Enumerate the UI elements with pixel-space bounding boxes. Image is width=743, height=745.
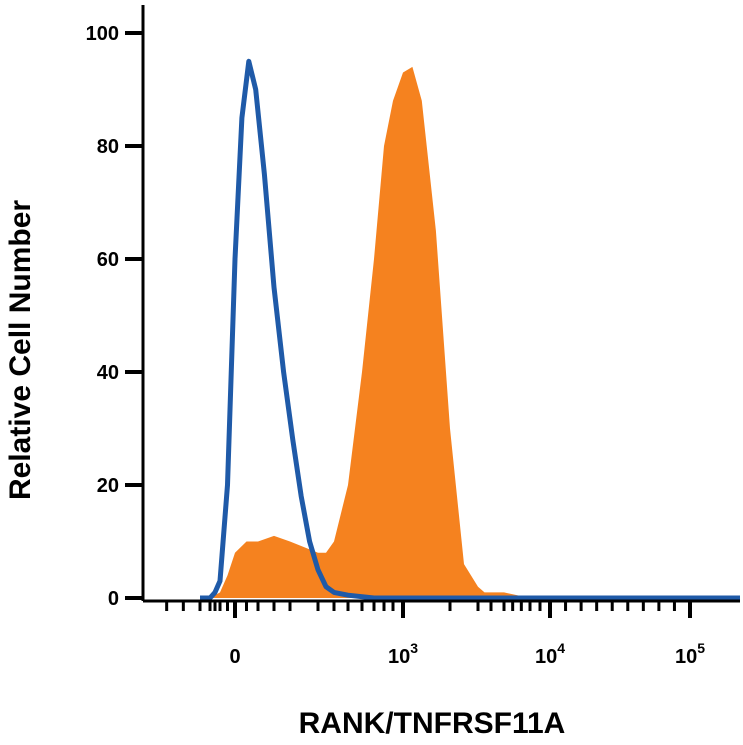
series-filled-histogram: [210, 66, 530, 598]
y-tick-label: 100: [86, 23, 119, 45]
x-tick-label: 105: [675, 640, 705, 668]
y-tick-label: 80: [97, 136, 119, 158]
x-axis-title: RANK/TNFRSF11A: [299, 707, 566, 740]
axis-layer: 0 20 40 60 80 100 0 103 104 105: [86, 5, 740, 668]
y-tick-label: 60: [97, 249, 119, 271]
series-outline-histogram: [200, 58, 740, 601]
y-tick-label: 40: [97, 362, 119, 384]
y-axis-title: Relative Cell Number: [4, 200, 37, 500]
y-tick-label: 20: [97, 475, 119, 497]
x-tick-label: 103: [388, 640, 418, 668]
series-layer: [200, 58, 740, 601]
x-tick-label: 0: [229, 646, 240, 668]
y-tick-label: 0: [108, 588, 119, 610]
x-tick-label: 104: [535, 640, 565, 668]
